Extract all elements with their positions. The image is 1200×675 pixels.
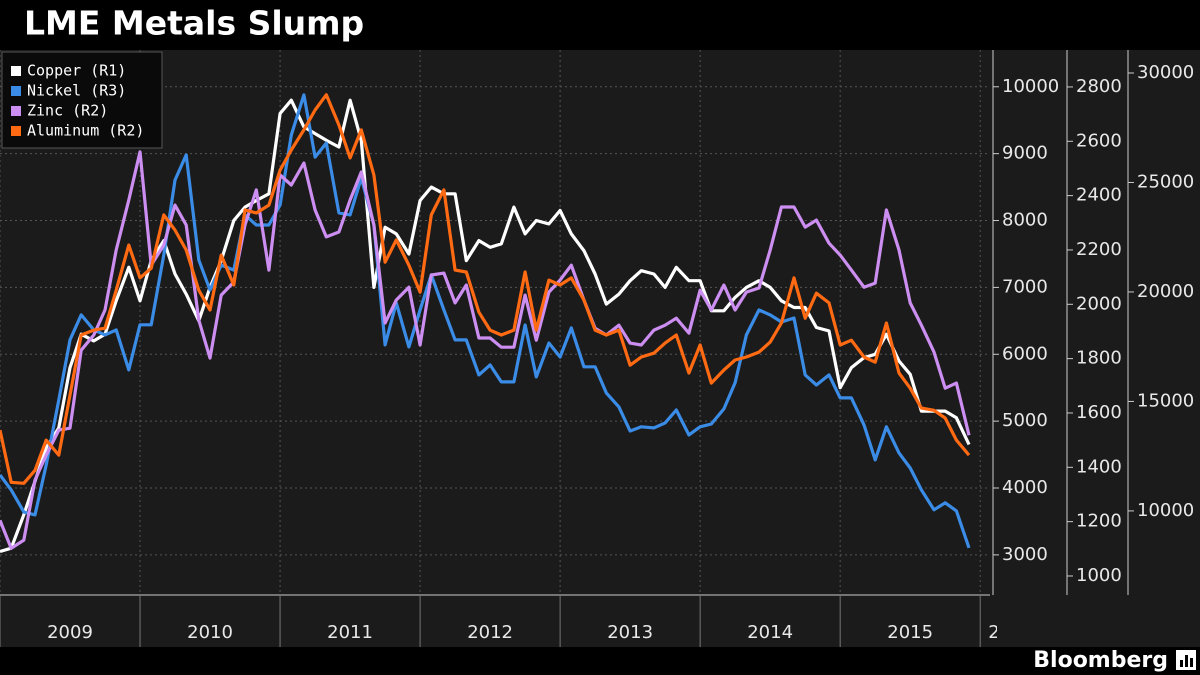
x-tick-label: 2012	[467, 622, 513, 643]
y-tick-label: 5000	[1002, 410, 1048, 431]
x-tick-label: 2016	[988, 622, 1034, 643]
y-tick-label: 7000	[1002, 276, 1048, 297]
y-tick-label: 1400	[1076, 456, 1122, 477]
y-tick-label: 15000	[1137, 390, 1194, 411]
footer-bar	[0, 647, 1200, 675]
x-axis: 2009 2010 2011 2012 2013 2014 2015 2016	[0, 595, 1034, 647]
series-line	[0, 93, 971, 485]
source: Bloomberg	[1033, 648, 1168, 673]
legend-label: Nickel (R3)	[27, 82, 126, 100]
grid	[0, 50, 990, 595]
series-line	[0, 93, 971, 549]
x-tick-label: 2009	[47, 622, 93, 643]
legend-swatch	[11, 106, 21, 116]
y-tick-label: 1600	[1076, 402, 1122, 423]
y-tick-label: 2600	[1076, 130, 1122, 151]
x-tick-label: 2011	[327, 622, 373, 643]
series-line	[0, 150, 971, 550]
plot-background	[0, 50, 1200, 647]
y-tick-label: 2000	[1076, 293, 1122, 314]
series-lines	[0, 93, 971, 554]
x-tick-label: 2013	[607, 622, 653, 643]
legend-swatch	[11, 126, 21, 136]
y-tick-label: 30000	[1137, 62, 1194, 83]
y-tick-label: 1200	[1076, 511, 1122, 532]
title-bar	[0, 0, 1200, 50]
legend-swatch	[11, 86, 21, 96]
legend-label: Copper (R1)	[27, 62, 126, 80]
y-tick-label: 2800	[1076, 76, 1122, 97]
x-tick-label: 2015	[887, 622, 933, 643]
legend-box	[1, 51, 163, 149]
legend: Copper (R1) Nickel (R3) Zinc (R2) Aluminum …	[1, 51, 163, 149]
legend-swatch	[11, 66, 21, 76]
logo	[1176, 650, 1196, 670]
legend-label: Aluminum (R2)	[27, 122, 144, 140]
y-tick-label: 10000	[1137, 500, 1194, 521]
x-tick-label: 2014	[747, 622, 793, 643]
chart-title: LME Metals Slump	[24, 4, 364, 43]
y-tick-label: 3000	[1002, 544, 1048, 565]
x-tick-label: 2010	[187, 622, 233, 643]
y-tick-label: 25000	[1137, 171, 1194, 192]
y-tick-label: 4000	[1002, 477, 1048, 498]
y-tick-label: 6000	[1002, 343, 1048, 364]
y-tick-label: 2200	[1076, 239, 1122, 260]
y-tick-label: 9000	[1002, 143, 1048, 164]
legend-label: Zinc (R2)	[27, 102, 108, 120]
y-tick-label: 1000	[1076, 565, 1122, 586]
y-tick-label: 8000	[1002, 210, 1048, 231]
y-tick-label: 2400	[1076, 185, 1122, 206]
y-tick-label: 1800	[1076, 348, 1122, 369]
y-tick-label: 10000	[1002, 76, 1059, 97]
y-tick-label: 20000	[1137, 281, 1194, 302]
y-axes: 3000 4000 5000 6000 7000 8000 9000 10000 1000 120…	[992, 50, 1194, 595]
